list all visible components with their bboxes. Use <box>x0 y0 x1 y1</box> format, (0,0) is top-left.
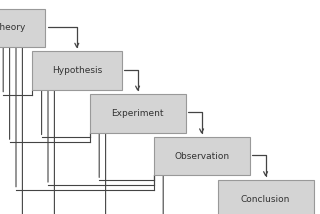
FancyBboxPatch shape <box>90 94 186 133</box>
Text: Conclusion: Conclusion <box>241 195 290 204</box>
Text: Experiment: Experiment <box>111 109 164 118</box>
Text: Observation: Observation <box>174 152 229 161</box>
Text: Theory: Theory <box>0 23 25 32</box>
FancyBboxPatch shape <box>218 180 314 214</box>
Text: Hypothesis: Hypothesis <box>52 66 102 75</box>
FancyBboxPatch shape <box>0 9 45 47</box>
FancyBboxPatch shape <box>32 51 122 90</box>
FancyBboxPatch shape <box>154 137 250 175</box>
